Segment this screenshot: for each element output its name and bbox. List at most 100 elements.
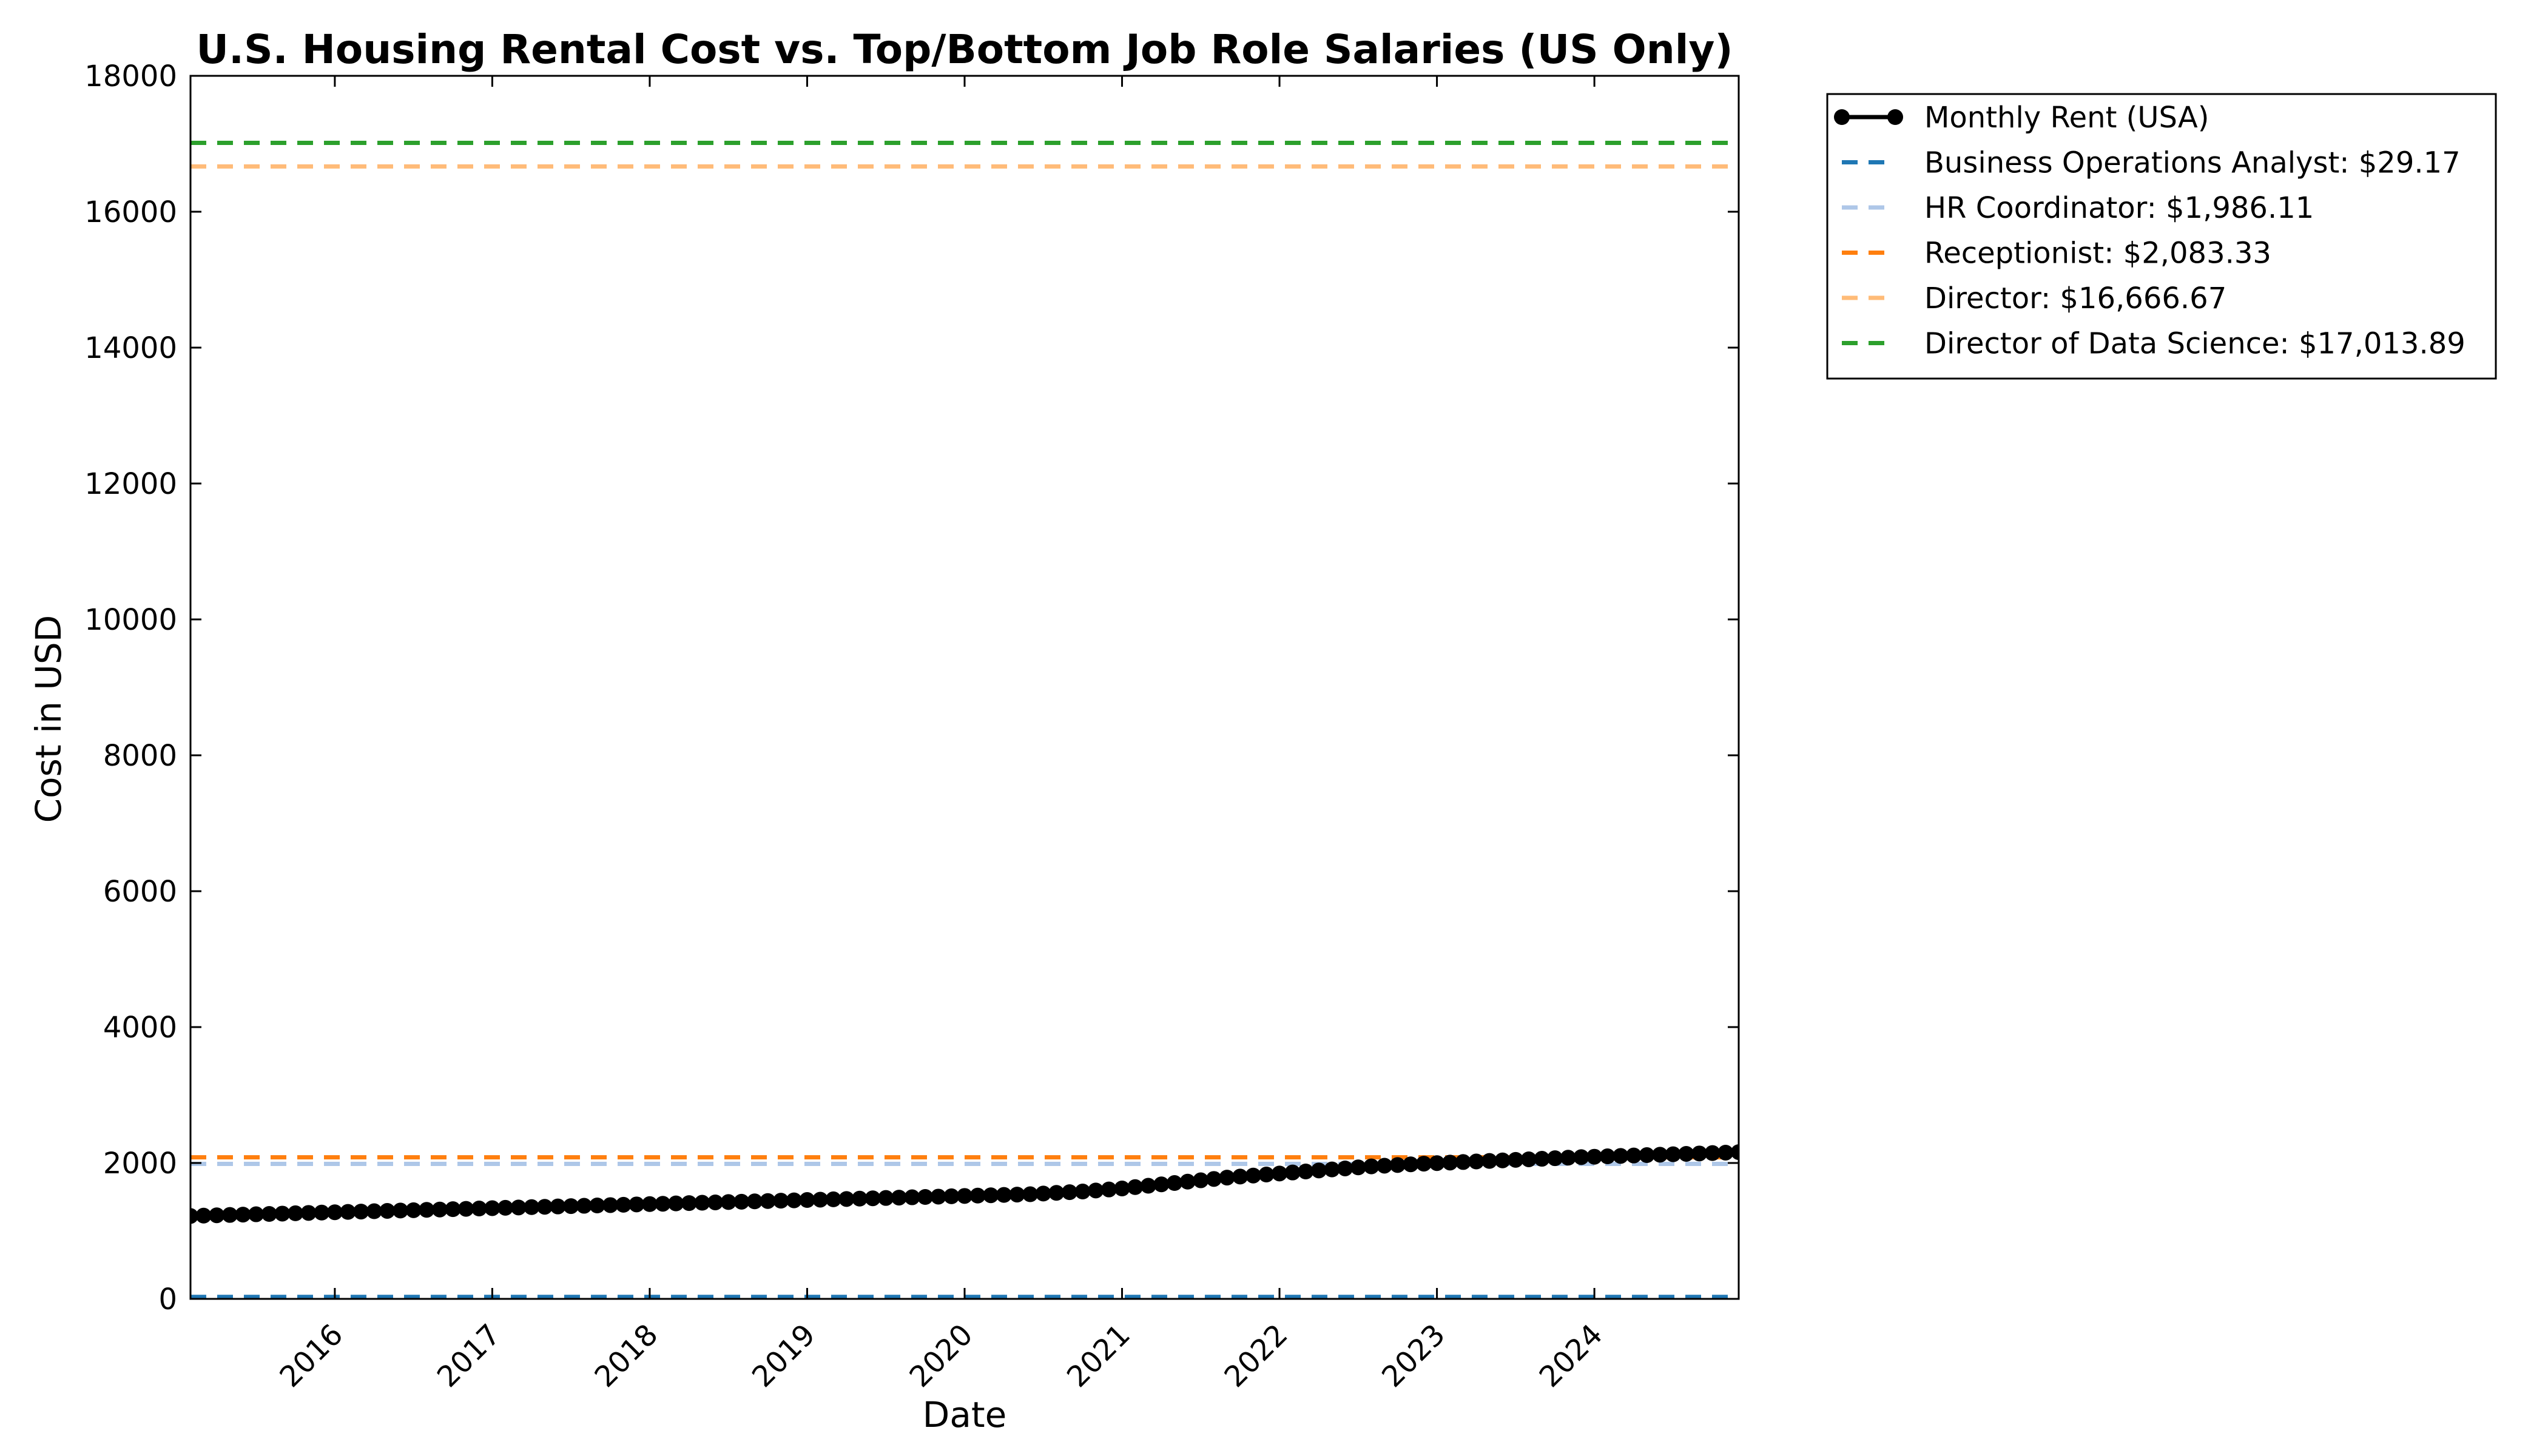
rent-point [209,1207,225,1224]
x-tick-label: 2023 [1375,1318,1452,1394]
legend-entry-label: HR Coordinator: $1,986.11 [1924,191,2314,225]
rent-point [1022,1186,1039,1202]
rent-point [1245,1167,1261,1184]
rent-point [1625,1147,1642,1164]
rent-point [326,1204,343,1221]
rent-point [1337,1160,1353,1176]
rent-point [1284,1164,1301,1181]
legend-swatch-marker [1834,109,1850,125]
rent-point [1205,1171,1222,1187]
legend-entry-label: Monthly Rent (USA) [1924,101,2209,135]
rent-point [1403,1156,1419,1173]
rent-point [484,1200,500,1216]
rent-point [602,1197,619,1213]
rent-point [431,1201,448,1218]
rent-point [1520,1151,1537,1167]
rent-point [1310,1162,1327,1179]
rent-point [969,1187,986,1204]
rent-point [524,1199,540,1215]
rent-point [1088,1182,1104,1199]
rent-point [563,1198,579,1215]
legend-entry-label: Receptionist: $2,083.33 [1924,237,2271,271]
rent-point [812,1191,829,1208]
rent-point [1324,1161,1340,1178]
legend: Monthly Rent (USA) Business Operations An… [1826,93,2497,380]
y-tick-label: 18000 [84,59,177,93]
rent-point [1586,1148,1603,1165]
y-tick-label: 6000 [103,875,177,909]
rent-point [1100,1181,1117,1198]
rent-point [261,1206,277,1222]
rent-point [1599,1148,1616,1165]
rent-point [1140,1178,1156,1194]
plot-area [190,140,1739,1299]
rent-point [1035,1185,1051,1202]
rent-point [930,1188,946,1205]
chart-title: U.S. Housing Rental Cost vs. Top/Bottom … [196,26,1733,73]
rent-point [1639,1147,1655,1164]
rent-point [1114,1181,1130,1196]
rent-point [746,1193,763,1210]
rent-point [878,1190,894,1206]
rent-point [1074,1184,1091,1200]
rent-point [353,1204,369,1220]
rent-point [1219,1170,1235,1186]
rent-point [419,1202,435,1218]
rent-point [641,1196,658,1212]
rent-point [1468,1153,1485,1170]
rent-point [589,1198,605,1213]
rent-point [1048,1185,1065,1201]
rent-point [957,1188,972,1204]
rent-point [1678,1145,1694,1162]
rent-point [681,1195,697,1212]
rent-point [773,1193,789,1209]
rent-point [1704,1145,1721,1161]
rent-point [471,1201,487,1217]
rent-point [1494,1152,1511,1168]
rent-point [195,1207,212,1224]
rent-point [786,1192,802,1208]
rent-point [655,1196,671,1212]
rent-point [235,1207,251,1223]
rent-point [1062,1184,1078,1201]
rent-point [274,1205,291,1222]
rent-point [629,1196,645,1213]
rent-point [1179,1173,1196,1190]
rent-point [1377,1158,1393,1174]
rent-point [720,1194,736,1210]
rent-point [943,1188,960,1204]
rent-point [1193,1172,1209,1188]
rent-point [1652,1147,1668,1163]
rent-point [445,1201,461,1218]
legend-entry-label: Director: $16,666.67 [1924,281,2226,315]
rent-point [864,1190,881,1207]
y-tick-label: 4000 [103,1011,177,1045]
legend-entry-label: Business Operations Analyst: $29.17 [1924,146,2461,180]
rent-point [1429,1155,1445,1171]
rent-point [248,1206,265,1222]
x-tick-label: 2019 [746,1318,822,1394]
y-tick-label: 14000 [84,331,177,365]
rent-point [340,1204,356,1220]
x-tick-label: 2022 [1218,1318,1295,1394]
rent-point [1665,1146,1681,1162]
rent-point [1731,1144,1739,1161]
x-tick-label: 2018 [588,1318,664,1394]
rent-point [1258,1167,1275,1183]
rent-point [1717,1144,1734,1161]
rent-point [668,1195,684,1212]
rent-point [694,1195,710,1211]
x-axis-label: Date [923,1394,1007,1435]
rent-point [996,1187,1012,1203]
rent-point [983,1187,999,1204]
rent-point [1363,1158,1380,1175]
x-tick-label: 2024 [1533,1318,1609,1394]
rent-point [458,1201,474,1217]
rent-point [1534,1151,1550,1167]
legend-entry-label: Director of Data Science: $17,013.89 [1924,327,2465,361]
y-tick-label: 8000 [103,739,177,773]
rent-point [536,1199,553,1215]
x-tick-label: 2020 [903,1318,980,1394]
rent-point [190,1208,198,1224]
rent-point [917,1189,934,1205]
